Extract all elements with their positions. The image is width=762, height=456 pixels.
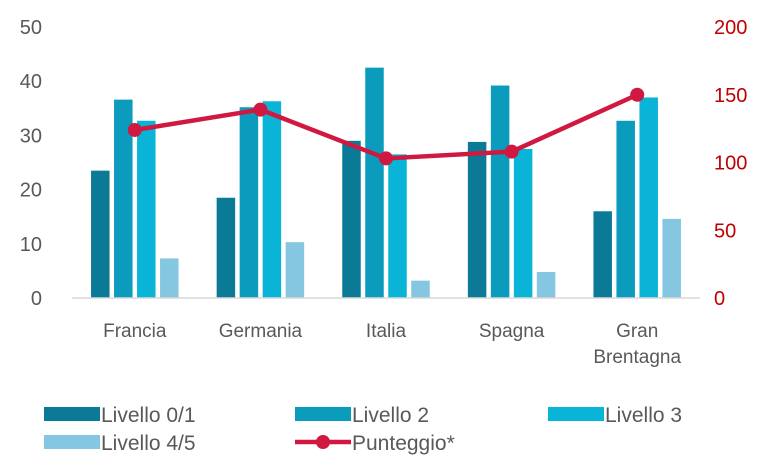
bar-livello-2-italia bbox=[365, 67, 384, 299]
legend: Livello 0/1 Livello 2 Livello 3 Livello 4/5… bbox=[44, 404, 682, 455]
point-punteggio-italia bbox=[379, 151, 393, 166]
left-tick-label: 10 bbox=[20, 234, 42, 256]
right-tick-label: 200 bbox=[714, 17, 747, 39]
legend-swatch-livello-0-1 bbox=[44, 407, 100, 421]
bar-livello-0-1-francia bbox=[91, 170, 110, 298]
legend-label-livello-0-1: Livello 0/1 bbox=[101, 404, 196, 427]
category-label-gran-brentagna: Brentagna bbox=[593, 347, 681, 368]
category-label-francia: Francia bbox=[103, 321, 167, 342]
right-tick-label: 150 bbox=[714, 85, 747, 107]
bar-livello-3-germania bbox=[262, 101, 282, 298]
bar-livello-3-italia bbox=[388, 154, 407, 298]
bar-livello-0-1-germania bbox=[216, 197, 236, 298]
right-tick-label: 100 bbox=[714, 153, 747, 175]
left-tick-label: 30 bbox=[20, 125, 42, 147]
bar-livello-2-germania bbox=[239, 107, 259, 298]
category-label-spagna: Spagna bbox=[479, 321, 545, 342]
right-tick-label: 0 bbox=[714, 288, 725, 310]
left-tick-label: 0 bbox=[31, 288, 42, 310]
line-punteggio bbox=[134, 92, 639, 161]
legend-label-livello-3: Livello 3 bbox=[605, 404, 682, 427]
legend-marker-punteggio bbox=[316, 435, 330, 449]
bar-livello-3-gran-brentagna bbox=[639, 97, 658, 299]
bar-livello-3-francia bbox=[137, 120, 156, 299]
left-axis-ticks: 0 10 20 30 40 50 bbox=[20, 17, 42, 310]
legend-label-livello-2: Livello 2 bbox=[352, 404, 429, 427]
point-punteggio-germania bbox=[253, 102, 268, 117]
left-tick-label: 40 bbox=[20, 71, 42, 93]
left-tick-label: 50 bbox=[20, 17, 42, 39]
legend-swatch-livello-2 bbox=[295, 407, 351, 421]
legend-swatch-livello-4-5 bbox=[44, 435, 100, 449]
right-axis-ticks: 0 50 100 150 200 bbox=[714, 17, 747, 310]
right-tick-label: 50 bbox=[714, 220, 736, 242]
bar-livello-2-gran-brentagna bbox=[616, 120, 635, 299]
legend-swatch-livello-3 bbox=[548, 407, 604, 421]
point-punteggio-gran-brentagna bbox=[630, 87, 645, 102]
category-label-gran-brentagna: Gran bbox=[616, 321, 658, 342]
category-label-italia: Italia bbox=[366, 321, 407, 342]
left-tick-label: 20 bbox=[20, 180, 42, 202]
bar-livello-0-1-gran-brentagna bbox=[593, 211, 612, 298]
bar-marks bbox=[91, 67, 681, 299]
bar-livello-2-francia bbox=[114, 99, 133, 299]
legend-label-punteggio: Punteggio* bbox=[352, 432, 455, 455]
category-labels: Francia Germania Italia Spagna Gran Brentagna bbox=[103, 321, 681, 368]
bar-livello-0-1-spagna bbox=[467, 141, 487, 298]
bar-livello-0-1-italia bbox=[342, 140, 361, 298]
bar-livello-4-5-germania bbox=[285, 242, 305, 298]
point-punteggio-spagna bbox=[504, 144, 519, 159]
bar-livello-3-spagna bbox=[513, 148, 533, 298]
line-series bbox=[127, 87, 645, 166]
bar-livello-2-spagna bbox=[490, 85, 510, 298]
bar-livello-4-5-francia bbox=[160, 258, 179, 298]
bar-livello-4-5-italia bbox=[411, 280, 430, 298]
bar-livello-4-5-gran-brentagna bbox=[662, 218, 681, 298]
point-punteggio-francia bbox=[127, 122, 142, 137]
bar-livello-4-5-spagna bbox=[536, 271, 556, 298]
legend-label-livello-4-5: Livello 4/5 bbox=[101, 432, 196, 455]
category-label-germania: Germania bbox=[219, 321, 303, 342]
